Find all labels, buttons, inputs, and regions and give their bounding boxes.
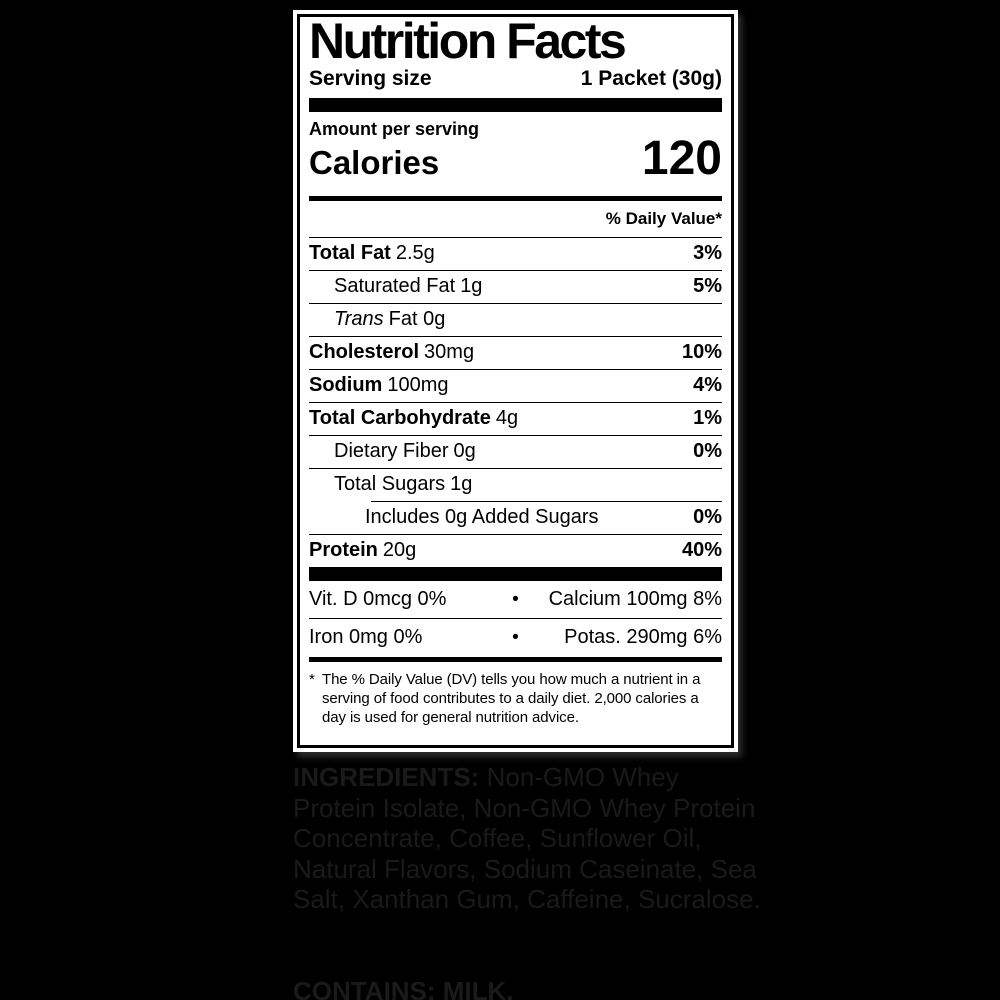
nutrient-amount: 0g [453,440,476,462]
serving-size-row: Serving size 1 Packet (30g) [309,67,722,91]
nutrient-daily-value: 3% [693,242,722,264]
nutrient-name: Protein [309,539,378,561]
nutrient-row-protein: Protein 20g 40% [309,534,722,567]
nutrient-name-and-amount: Total Sugars 1g [334,474,472,495]
calories-value: 120 [641,132,722,185]
daily-value-header: % Daily Value* [605,209,722,228]
nutrient-name-and-amount: Total Fat 2.5g [309,243,435,264]
medium-separator-bar [309,657,722,662]
thick-separator-bar [309,567,722,581]
nutrient-name-and-amount: Trans Fat 0g [334,309,445,330]
nutrient-amount: 2.5g [395,242,435,264]
nutrient-name-and-amount: Protein 20g [309,540,416,561]
nutrient-name: Cholesterol [309,341,420,363]
nutrient-amount: 100mg [387,374,449,396]
serving-size-value: 1 Packet (30g) [580,67,722,90]
nutrient-daily-value: 40% [681,539,722,561]
nutrient-row-dietary-fiber: Dietary Fiber 0g 0% [309,435,722,468]
ingredients-text: Non-GMO Whey Protein Isolate, Non-GMO Wh… [293,762,761,914]
nutrient-name: Total Fat [309,242,391,264]
nutrient-name-and-amount: Saturated Fat 1g [334,276,482,297]
nutrient-name: Dietary Fiber [334,440,449,462]
nutrient-amount: 1g [460,275,483,297]
nutrient-name-and-amount: Includes 0g Added Sugars [365,507,604,528]
nutrient-row-total-sugars: Total Sugars 1g [309,468,722,501]
bullet-separator: • [512,626,519,648]
micronutrient-left: Vit. D 0mcg 0% [309,588,447,610]
bullet-separator: • [512,588,519,610]
nutrient-daily-value: 1% [693,407,722,429]
nutrient-row-cholesterol: Cholesterol 30mg 10% [309,336,722,369]
micronutrient-row-2: Iron 0mg 0% • Potas. 290mg 6% [309,619,722,656]
nutrient-daily-value: 10% [681,341,722,363]
footnote-asterisk: * [309,671,315,688]
nutrient-name-and-amount: Dietary Fiber 0g [334,441,476,462]
nutrition-facts-label: Nutrition Facts Serving size 1 Packet (3… [293,10,738,752]
nutrient-daily-value: 0% [693,506,722,528]
nutrient-daily-value: 0% [693,440,722,462]
nutrient-name: Trans [334,308,384,330]
nutrient-amount: 30mg [424,341,475,363]
ingredients-paragraph: INGREDIENTS: Non-GMO Whey Protein Isolat… [293,762,763,915]
nutrient-daily-value: 4% [693,374,722,396]
footnote-text: The % Daily Value (DV) tells you how muc… [322,671,701,726]
daily-value-footnote: * The % Daily Value (DV) tells you how m… [309,670,722,727]
nutrient-daily-value: 5% [693,275,722,297]
calories-row: Calories 120 [309,132,722,185]
nutrient-name: Total Carbohydrate [309,407,491,429]
serving-size-label: Serving size [309,67,432,90]
micronutrient-left: Iron 0mg 0% [309,626,423,648]
medium-separator-bar [309,196,722,201]
thick-separator-bar [309,98,722,112]
micronutrient-row-1: Vit. D 0mcg 0% • Calcium 100mg 8% [309,581,722,619]
nutrient-amount: 20g [382,539,417,561]
nutrient-row-sodium: Sodium 100mg 4% [309,369,722,402]
contains-statement: CONTAINS: MILK. [293,976,514,1000]
nutrient-name-and-amount: Sodium 100mg [309,375,449,396]
nutrient-name: Total Sugars [334,473,446,495]
nutrient-name-and-amount: Cholesterol 30mg [309,342,474,363]
nutrient-name: Sodium [309,374,383,396]
nutrient-row-total-fat: Total Fat 2.5g 3% [309,237,722,270]
nutrient-amount: 1g [450,473,473,495]
nutrient-name: Saturated Fat [334,275,456,297]
nutrient-name: Includes 0g Added Sugars [365,506,599,528]
nutrient-row-added-sugars: Includes 0g Added Sugars 0% [309,502,722,534]
nutrient-row-saturated-fat: Saturated Fat 1g 5% [309,270,722,303]
calories-label: Calories [309,144,440,181]
nutrient-amount: Fat 0g [388,308,446,330]
amount-per-serving-label: Amount per serving [309,119,480,139]
nutrient-row-trans-fat: Trans Fat 0g [309,303,722,336]
nutrient-name-and-amount: Total Carbohydrate 4g [309,408,518,429]
ingredients-label: INGREDIENTS: [293,762,480,792]
label-title: Nutrition Facts [309,14,627,69]
nutrition-facts-inner-border: Nutrition Facts Serving size 1 Packet (3… [297,14,734,748]
indented-divider [371,501,722,502]
micronutrient-right: Potas. 290mg 6% [564,626,722,648]
nutrient-amount: 4g [495,407,519,429]
micronutrient-right: Calcium 100mg 8% [548,588,722,610]
nutrient-row-total-carbohydrate: Total Carbohydrate 4g 1% [309,402,722,435]
